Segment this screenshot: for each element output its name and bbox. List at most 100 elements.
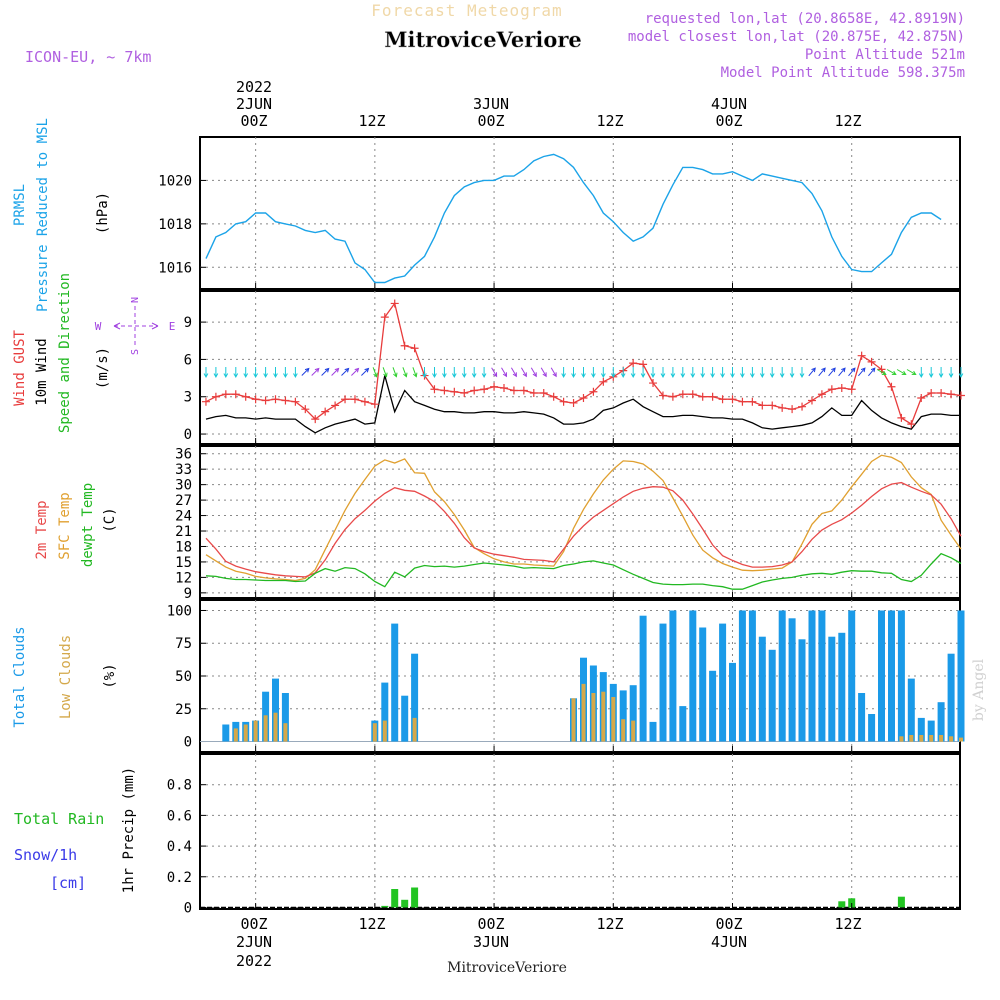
pressure-label-2: Pressure Reduced to MSL (35, 118, 51, 312)
precip-label-cm: [cm] (50, 874, 86, 892)
wind-direction-arrow (650, 367, 656, 379)
top-year: 2022 (236, 78, 272, 96)
panel-frame-temperature (199, 445, 961, 599)
gust-marker (221, 390, 230, 399)
compass-n: N (130, 297, 141, 303)
wind-direction-arrow (501, 367, 508, 378)
gust-marker (599, 377, 608, 386)
gust-marker (917, 393, 926, 402)
wind-direction-arrow (213, 367, 219, 379)
wind-direction-arrow (759, 367, 765, 379)
wind-direction-arrow (402, 367, 408, 378)
bottom-hour-3: 00Z (477, 915, 504, 933)
low-cloud-bar (909, 735, 914, 742)
wind-direction-arrow (263, 367, 268, 379)
low-cloud-bar (919, 735, 924, 742)
gust-marker (678, 390, 687, 399)
wind-direction-arrow (730, 367, 735, 379)
bottom-hour-4: 12Z (596, 915, 623, 933)
gust-marker (539, 389, 548, 397)
wind-direction-arrow (382, 367, 388, 378)
gust-marker (400, 341, 409, 350)
wind-direction-arrow (331, 367, 340, 376)
bottom-hour-1: 00Z (240, 915, 267, 933)
gust-marker (500, 384, 508, 393)
wind-speed-line (205, 375, 961, 434)
gust-marker (837, 384, 846, 393)
low-cloud-bar (382, 720, 387, 742)
gust-marker (301, 405, 310, 414)
gust-marker (261, 396, 270, 405)
wind-direction-arrow (530, 367, 537, 378)
wind-direction-arrow (818, 367, 826, 377)
y-tick-label: 0 (184, 900, 192, 916)
wind-unit: (m/s) (95, 347, 111, 389)
total-cloud-bar (649, 721, 657, 742)
total-cloud-bar (629, 685, 637, 742)
wind-direction-arrow (540, 367, 547, 378)
gust-marker (201, 397, 210, 406)
gust-marker (937, 389, 946, 397)
bottom-hour-6: 12Z (834, 915, 861, 933)
gust-marker (897, 413, 906, 422)
gust-marker (281, 396, 290, 405)
y-tick-label: 36 (175, 447, 192, 463)
temp-unit: (C) (102, 507, 118, 532)
wind-direction-arrow (690, 367, 696, 379)
total-cloud-bar (838, 632, 846, 742)
wind-direction-arrow (412, 367, 418, 378)
bottom-hour-2: 12Z (358, 915, 385, 933)
wind-direction-arrow (293, 367, 298, 379)
wind-direction-arrow (561, 367, 566, 379)
wind-direction-arrow (351, 367, 360, 376)
wind-direction-arrow (372, 367, 378, 378)
wind-direction-arrow (301, 367, 310, 376)
gust-marker (956, 391, 965, 400)
gust-marker (291, 397, 300, 406)
wind-direction-arrow (392, 367, 398, 378)
top-day-1: 2JUN (236, 95, 272, 113)
total-cloud-bar (888, 610, 895, 742)
compass-s: S (130, 349, 141, 355)
gust-marker (768, 401, 777, 410)
gust-marker (549, 392, 558, 401)
plot-layer: 1016101810200369912151821242730333602550… (158, 136, 965, 916)
low-cloud-bar (601, 691, 606, 742)
y-tick-label: 50 (175, 669, 192, 685)
precip-unit: 1hr Precip (mm) (121, 767, 137, 893)
y-tick-label: 0.6 (167, 808, 192, 824)
gust-marker (857, 351, 866, 360)
gust-marker (579, 393, 588, 402)
y-tick-label: 9 (184, 586, 192, 602)
wind-direction-arrow (938, 367, 944, 379)
gust-marker (649, 379, 658, 388)
gust-marker (370, 400, 379, 409)
y-tick-label: 0.4 (167, 839, 192, 855)
compass-w: W (95, 320, 102, 333)
total-cloud-bar (897, 610, 905, 742)
rain-bar (391, 889, 399, 908)
gust-marker (341, 395, 350, 404)
top-day-2: 3JUN (473, 95, 509, 113)
panel-frame-pressure (199, 136, 961, 290)
wind-direction-arrow (808, 367, 816, 377)
total-cloud-bar (758, 636, 766, 742)
wind-direction-arrow (520, 367, 527, 378)
gust-marker (798, 402, 807, 411)
total-cloud-bar (947, 653, 955, 742)
wind-direction-arrow (243, 367, 249, 379)
low-cloud-bar (412, 717, 417, 742)
low-cloud-bar (372, 723, 377, 742)
wind-direction-arrow (838, 367, 846, 377)
wind-direction-arrow (481, 367, 487, 379)
bottom-year: 2022 (236, 952, 272, 970)
sfc-temp-line (205, 454, 962, 582)
gust-marker (390, 299, 399, 308)
wind-direction-arrow (630, 367, 636, 379)
y-tick-label: 0.8 (167, 778, 192, 794)
low-cloud-bar (631, 720, 636, 742)
top-hour-2: 12Z (358, 112, 385, 130)
temp-label-dewpt: dewpt Temp (80, 483, 96, 567)
credit: by Angel (971, 658, 987, 721)
